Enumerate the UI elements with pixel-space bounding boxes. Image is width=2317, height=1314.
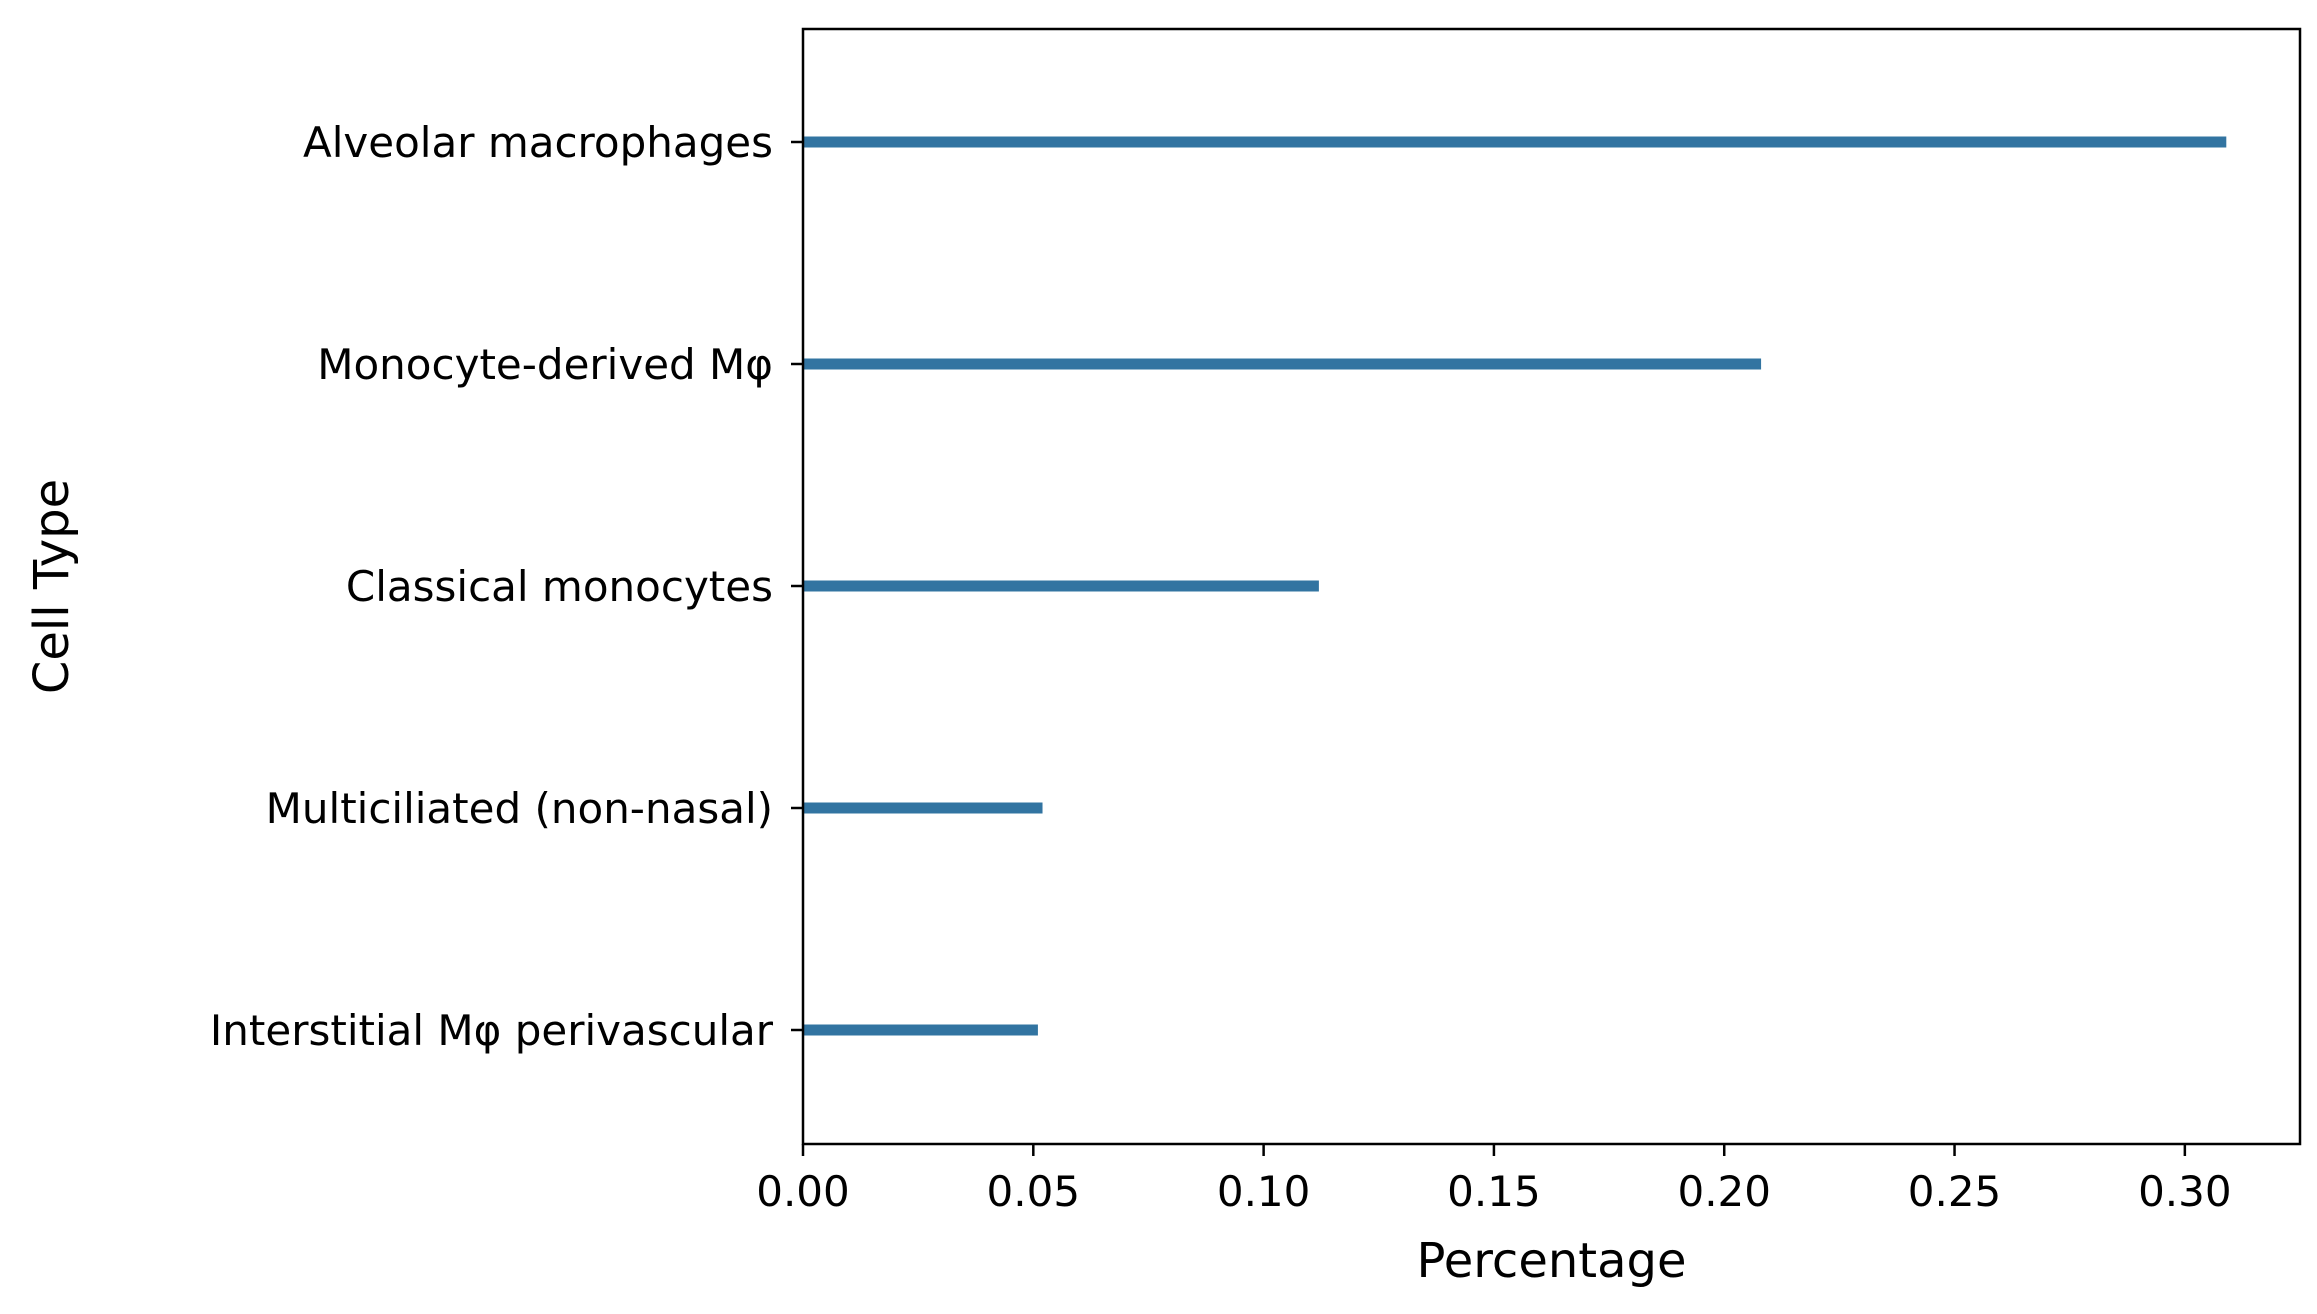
- y-tick-label-interstitial-m-perivascular: Interstitial Mφ perivascular: [210, 1006, 774, 1055]
- bar-classical-monocytes: [803, 580, 1319, 592]
- y-axis-label: Cell Type: [24, 479, 80, 694]
- bar-monocyte-derived-m: [803, 358, 1762, 370]
- x-tick-label: 0.30: [2138, 1167, 2232, 1216]
- bar-alveolar-macrophages: [803, 136, 2227, 148]
- x-tick-label: 0.15: [1447, 1167, 1541, 1216]
- y-tick-label-classical-monocytes: Classical monocytes: [346, 562, 773, 611]
- y-tick-label-alveolar-macrophages: Alveolar macrophages: [303, 118, 773, 167]
- bars-group: [803, 136, 2227, 1036]
- y-tick-label-monocyte-derived-m: Monocyte-derived Mφ: [317, 340, 773, 389]
- y-axis-ticks: Alveolar macrophages Monocyte-derived Mφ C…: [210, 118, 803, 1055]
- plot-frame: [801, 27, 2302, 1146]
- x-axis-ticks: 0.00 0.05 0.10 0.15 0.20 0.25 0.30: [756, 1144, 2232, 1216]
- x-tick-label: 0.05: [987, 1167, 1081, 1216]
- bar-interstitial-m-perivascular: [803, 1024, 1038, 1036]
- x-tick-label: 0.20: [1677, 1167, 1771, 1216]
- y-tick-label-multiciliated-non-nasal: Multiciliated (non-nasal): [266, 784, 773, 833]
- bar-multiciliated-non-nasal: [803, 802, 1043, 814]
- x-tick-label: 0.00: [756, 1167, 850, 1216]
- x-tick-label: 0.10: [1217, 1167, 1311, 1216]
- x-axis-label: Percentage: [1416, 1233, 1686, 1289]
- x-tick-label: 0.25: [1908, 1167, 2002, 1216]
